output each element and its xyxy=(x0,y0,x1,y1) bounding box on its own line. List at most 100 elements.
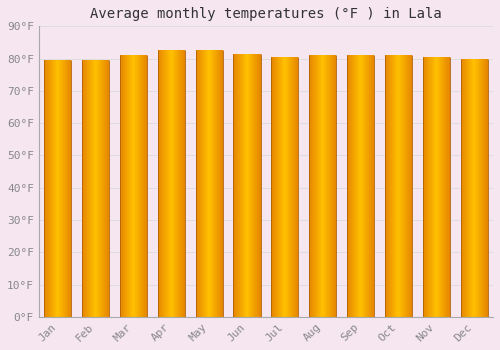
Bar xyxy=(106,60,107,317)
Bar xyxy=(443,57,444,317)
Bar xyxy=(46,60,47,317)
Bar xyxy=(120,55,121,317)
Bar xyxy=(178,50,179,317)
Bar xyxy=(288,57,289,317)
Bar xyxy=(209,50,210,317)
Bar xyxy=(364,55,366,317)
Bar xyxy=(358,55,359,317)
Bar xyxy=(126,55,128,317)
Bar xyxy=(197,50,198,317)
Bar xyxy=(286,57,287,317)
Bar xyxy=(220,50,222,317)
Bar xyxy=(212,50,213,317)
Bar xyxy=(271,57,272,317)
Bar xyxy=(196,50,197,317)
Bar xyxy=(251,54,252,317)
Bar xyxy=(355,55,356,317)
Bar xyxy=(280,57,281,317)
Bar xyxy=(296,57,297,317)
Bar xyxy=(65,60,66,317)
Bar xyxy=(441,57,442,317)
Bar xyxy=(357,55,358,317)
Bar xyxy=(486,58,487,317)
Bar xyxy=(94,60,95,317)
Bar xyxy=(255,54,256,317)
Bar xyxy=(93,60,94,317)
Bar xyxy=(258,54,260,317)
Bar xyxy=(96,60,97,317)
Bar xyxy=(463,58,464,317)
Bar xyxy=(54,60,55,317)
Bar xyxy=(329,55,330,317)
Bar xyxy=(107,60,108,317)
Bar xyxy=(236,54,237,317)
Bar xyxy=(475,58,476,317)
Bar xyxy=(297,57,298,317)
Bar xyxy=(361,55,362,317)
Bar xyxy=(199,50,200,317)
Bar xyxy=(145,55,146,317)
Bar xyxy=(473,58,474,317)
Bar xyxy=(140,55,141,317)
Bar xyxy=(442,57,443,317)
Bar xyxy=(484,58,485,317)
Bar xyxy=(135,55,136,317)
Bar xyxy=(449,57,450,317)
Bar xyxy=(206,50,207,317)
Bar xyxy=(243,54,244,317)
Bar xyxy=(325,55,326,317)
Bar xyxy=(139,55,140,317)
Bar xyxy=(424,57,426,317)
Bar xyxy=(180,50,181,317)
Bar xyxy=(137,55,138,317)
Bar xyxy=(395,55,396,317)
Bar xyxy=(399,55,400,317)
Bar xyxy=(256,54,257,317)
Bar xyxy=(48,60,49,317)
Bar xyxy=(176,50,178,317)
Bar xyxy=(390,55,391,317)
Bar xyxy=(174,50,176,317)
Bar xyxy=(313,55,314,317)
Bar xyxy=(104,60,105,317)
Bar xyxy=(274,57,276,317)
Bar xyxy=(322,55,324,317)
Bar xyxy=(354,55,355,317)
Bar xyxy=(402,55,403,317)
Bar xyxy=(311,55,312,317)
Bar xyxy=(474,58,475,317)
Bar xyxy=(68,60,70,317)
Bar xyxy=(146,55,147,317)
Bar xyxy=(182,50,183,317)
Bar xyxy=(466,58,468,317)
Bar xyxy=(179,50,180,317)
Bar xyxy=(91,60,92,317)
Bar xyxy=(312,55,313,317)
Bar xyxy=(370,55,371,317)
Bar xyxy=(240,54,241,317)
Bar xyxy=(368,55,370,317)
Bar xyxy=(470,58,472,317)
Bar xyxy=(372,55,373,317)
Bar xyxy=(61,60,62,317)
Bar xyxy=(98,60,99,317)
Bar xyxy=(283,57,284,317)
Bar xyxy=(316,55,318,317)
Bar xyxy=(315,55,316,317)
Bar xyxy=(56,60,57,317)
Bar xyxy=(353,55,354,317)
Bar xyxy=(249,54,250,317)
Bar xyxy=(64,60,65,317)
Bar xyxy=(70,60,72,317)
Bar xyxy=(122,55,123,317)
Bar xyxy=(250,54,251,317)
Bar xyxy=(351,55,352,317)
Bar xyxy=(168,50,170,317)
Bar xyxy=(284,57,285,317)
Bar xyxy=(410,55,412,317)
Bar xyxy=(278,57,280,317)
Bar xyxy=(401,55,402,317)
Bar xyxy=(371,55,372,317)
Bar xyxy=(47,60,48,317)
Bar xyxy=(429,57,430,317)
